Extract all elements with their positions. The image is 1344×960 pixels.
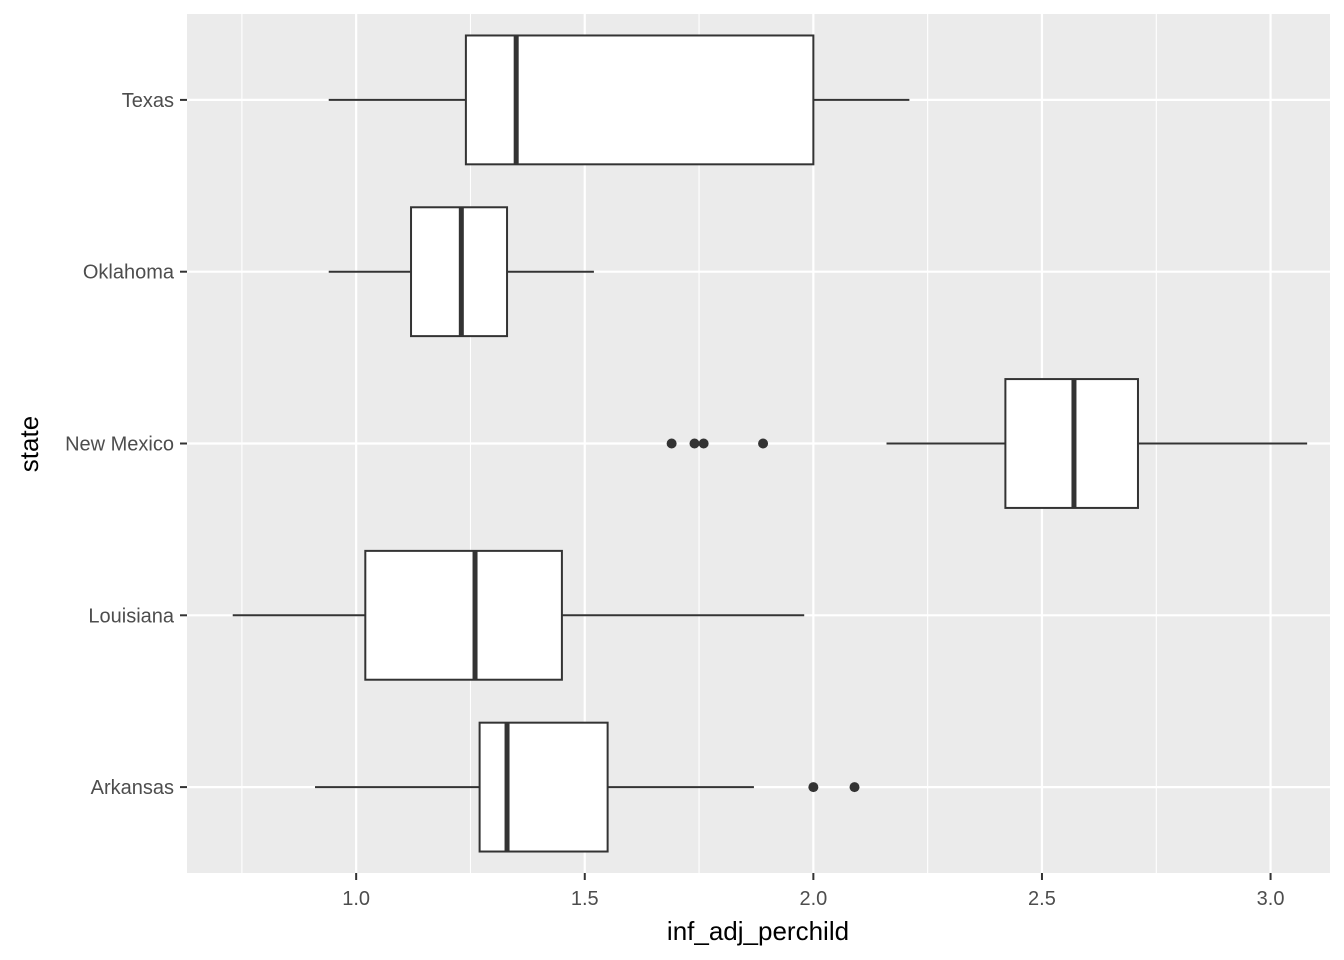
x-tick-label: 2.5 [1028,888,1056,910]
y-tick-label: Arkansas [91,777,174,799]
box-group-texas [328,34,910,166]
box-group-louisiana [232,549,805,681]
y-tick-label: New Mexico [65,434,174,456]
y-axis-title: state [14,416,44,472]
y-tick-label: Oklahoma [83,262,175,284]
outlier-point [758,438,769,449]
x-tick-label: 3.0 [1257,888,1285,910]
x-axis-ticks: 1.0 1.5 2.0 2.5 3.0 [342,873,1284,910]
outlier-point [689,438,700,449]
y-axis-ticks: Arkansas Louisiana New Mexico Oklahoma Texas [65,90,187,799]
outlier-point [808,782,819,793]
box-group-arkansas [315,721,860,853]
x-tick-label: 1.0 [342,888,370,910]
y-tick-label: Louisiana [88,605,175,627]
x-tick-label: 2.0 [799,888,827,910]
box-iqr [478,721,609,853]
box-group-oklahoma [328,206,594,338]
box-group-new-mexico [666,378,1308,509]
box-iqr [364,549,563,681]
y-tick-label: Texas [122,90,174,112]
outlier-point [849,782,860,793]
x-axis-title: inf_adj_perchild [667,916,849,946]
box-iqr [464,34,815,166]
x-tick-label: 1.5 [571,888,599,910]
outlier-point [666,438,677,449]
boxes [232,34,1308,853]
outlier-point [698,438,709,449]
